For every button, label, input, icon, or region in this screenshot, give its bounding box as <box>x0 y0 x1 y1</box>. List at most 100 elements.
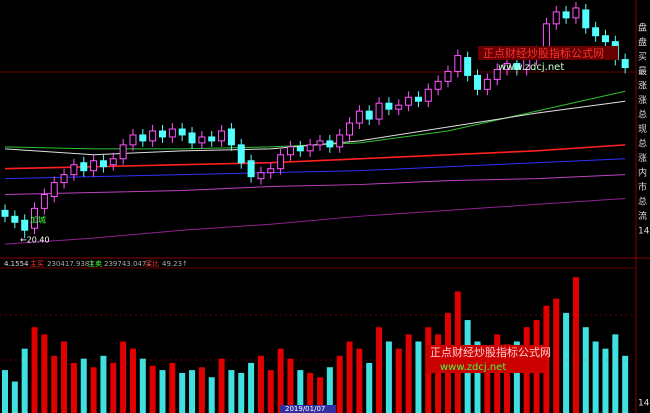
watermark-url: www.zdcj.net <box>498 62 564 73</box>
volume-bar <box>11 381 18 413</box>
volume-bar <box>376 327 383 413</box>
side-label: 总 <box>638 138 647 150</box>
candle-body <box>188 132 196 144</box>
side-label: 14 <box>638 227 650 237</box>
side-label: 最 <box>638 66 647 77</box>
side-label: 总 <box>638 109 647 121</box>
ma-line <box>4 174 626 195</box>
watermark-box <box>426 345 546 373</box>
candle-body <box>454 55 462 72</box>
volume-bar <box>395 348 402 413</box>
volume-bar <box>70 362 77 413</box>
date-label: 2019/01/07 <box>285 405 325 413</box>
candle-body <box>139 134 147 142</box>
watermark-box <box>478 46 618 60</box>
candle-body <box>296 146 304 152</box>
volume-bar <box>405 334 412 413</box>
volume-bar <box>543 305 550 413</box>
volume-bar <box>248 362 255 413</box>
side-label: 现 <box>638 124 647 135</box>
candle-body <box>50 182 58 197</box>
ma-lines <box>4 90 626 245</box>
low-label: ←20.40 <box>20 236 50 245</box>
volume-bar <box>51 355 58 413</box>
candle-body <box>277 154 285 170</box>
candle-body <box>70 164 78 176</box>
volume-bar <box>179 372 186 413</box>
candle-body <box>316 140 324 146</box>
volume-bar <box>198 367 205 413</box>
candle-body <box>129 134 137 146</box>
volume-bar <box>61 341 68 413</box>
volume-bar <box>317 377 323 413</box>
buy-value: 230417.938↑ <box>47 260 95 268</box>
candle-body <box>424 88 432 102</box>
side-label: 涨 <box>638 81 647 92</box>
candle-body <box>434 80 442 90</box>
candle-body <box>11 215 19 223</box>
volume-bar <box>228 370 235 413</box>
volume-bar <box>208 377 215 413</box>
volume-bar <box>21 348 28 413</box>
candle-body <box>227 128 235 146</box>
watermark-url: www.zdcj.net <box>440 362 506 373</box>
candle-body <box>178 128 186 136</box>
volume-bar <box>582 327 589 413</box>
side-label: 市 <box>638 181 647 193</box>
candle-body <box>572 7 580 19</box>
candle-body <box>503 63 511 70</box>
candle-body <box>464 57 472 76</box>
candle-body <box>326 140 334 148</box>
watermark-title: 正点财经炒股指标公式网 <box>483 46 604 60</box>
candle-body <box>149 130 157 142</box>
volume-bar <box>336 355 343 413</box>
candle-body <box>365 110 373 120</box>
candle-body <box>286 146 294 156</box>
candle-body <box>395 104 403 110</box>
candle-body <box>257 172 265 180</box>
volume-bar <box>435 334 442 413</box>
side-label: 买 <box>638 52 647 63</box>
candle-body <box>40 193 48 209</box>
candle-body <box>513 63 521 70</box>
volume-bar <box>238 372 245 413</box>
candle-body <box>1 209 9 217</box>
volume-bar <box>129 348 136 413</box>
candle-body <box>306 144 314 152</box>
side-label: 流 <box>638 210 647 222</box>
candle-body <box>237 144 245 164</box>
candle-body <box>208 136 216 142</box>
volume-bar <box>149 365 156 413</box>
candle-body <box>375 102 383 120</box>
candle-body <box>592 27 600 37</box>
side-label: 盘 <box>638 36 647 48</box>
candle-body <box>80 162 88 172</box>
candle-body <box>385 102 393 110</box>
candle-body <box>355 110 363 124</box>
candle-body <box>168 128 176 138</box>
candle-body <box>601 35 609 43</box>
volume-bar <box>356 348 363 413</box>
candle-body <box>405 96 413 106</box>
candle-body <box>493 68 501 80</box>
sell-value: 239743.047↓ <box>104 260 152 268</box>
candle-body <box>474 74 481 90</box>
indicator-value: 4.1554 <box>4 260 29 268</box>
candle-body <box>562 11 570 19</box>
volume-bar <box>218 358 225 413</box>
volume-bar <box>267 370 274 413</box>
candle-body <box>267 168 275 174</box>
volume-bar <box>553 298 560 413</box>
volume-bar <box>484 348 491 413</box>
volume-bar <box>326 367 333 413</box>
volume-bar <box>257 355 264 413</box>
candle-body <box>198 136 206 144</box>
volume-bar <box>563 312 570 413</box>
volume-bar <box>80 358 87 413</box>
candle-body <box>247 160 255 178</box>
volume-bar <box>31 327 38 413</box>
candle-body <box>336 134 344 148</box>
watermark-title: 正点财经炒股指标公式网 <box>430 345 551 359</box>
candle-body <box>582 9 590 29</box>
